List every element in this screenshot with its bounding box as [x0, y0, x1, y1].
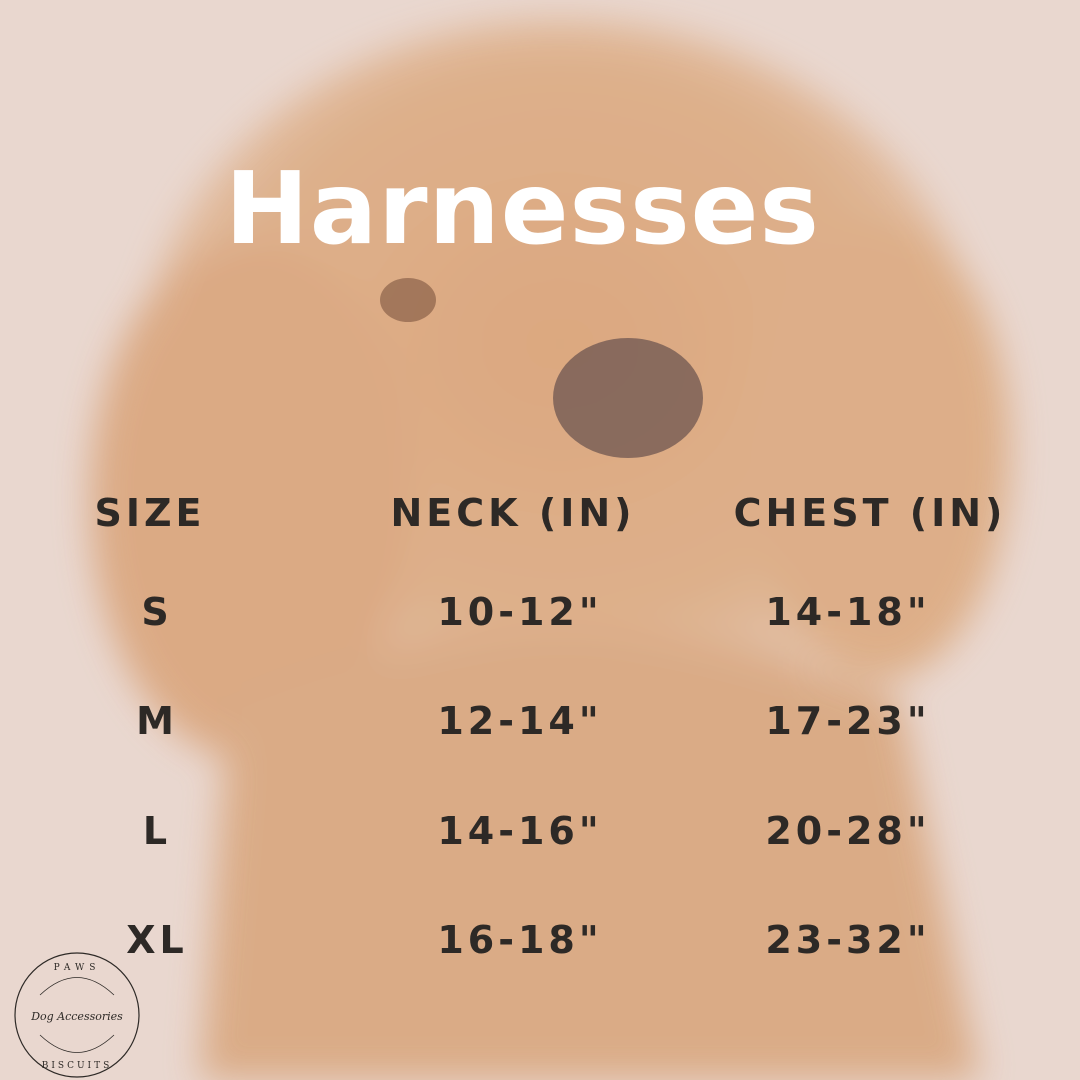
chest-cell: 14-18": [765, 590, 931, 634]
chest-cell: 23-32": [765, 918, 931, 962]
brand-logo: PAWS Dog Accessories BISCUITS: [14, 952, 140, 1078]
svg-text:Dog Accessories: Dog Accessories: [30, 1010, 123, 1023]
chest-cell: 20-28": [765, 809, 931, 853]
neck-cell: 12-14": [437, 699, 603, 743]
svg-text:PAWS: PAWS: [54, 963, 101, 973]
header-size: SIZE: [94, 491, 206, 535]
page-title: Harnesses: [225, 150, 820, 267]
svg-text:BISCUITS: BISCUITS: [42, 1061, 113, 1071]
neck-cell: 16-18": [437, 918, 603, 962]
size-cell: L: [142, 809, 172, 853]
neck-cell: 10-12": [437, 590, 603, 634]
size-cell: XL: [126, 918, 188, 962]
header-chest: CHEST (IN): [733, 491, 1007, 535]
neck-cell: 14-16": [437, 809, 603, 853]
header-neck: NECK (IN): [390, 491, 636, 535]
size-cell: M: [136, 699, 178, 743]
chest-cell: 17-23": [765, 699, 931, 743]
size-cell: S: [141, 590, 173, 634]
